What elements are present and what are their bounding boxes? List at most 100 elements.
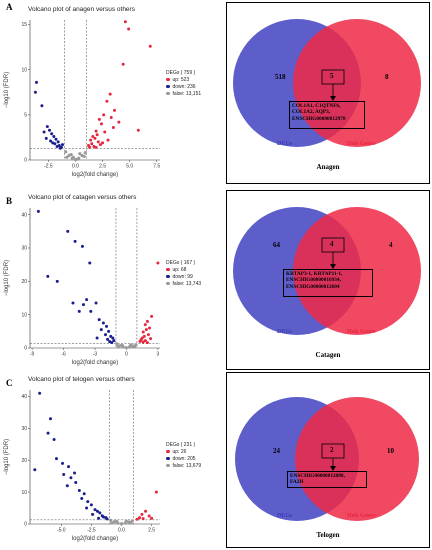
point-down — [35, 80, 38, 84]
point-down — [109, 334, 113, 338]
point-false — [127, 520, 131, 524]
venn-left-label: DEGs — [277, 141, 293, 147]
point-down — [99, 328, 103, 332]
point-down — [73, 239, 77, 243]
point-up — [109, 116, 113, 120]
point-down — [91, 512, 95, 516]
x-tick-label: -2.5 — [87, 528, 96, 534]
point-down — [38, 391, 42, 395]
x-tick-label: -6 — [61, 352, 66, 358]
venn-panel-telogen: 24 2 10 ENSCHIG00000012088, FA2H DEGs Hu… — [226, 372, 430, 548]
point-up — [127, 27, 131, 31]
venn-caption: Telogen — [316, 531, 340, 539]
y-tick-label: 30 — [21, 426, 27, 432]
point-up — [143, 323, 147, 327]
point-down — [107, 329, 111, 333]
y-tick-label: 10 — [21, 490, 27, 496]
chart-title: Volcano plot of catagen versus others — [28, 194, 137, 201]
point-down — [105, 517, 109, 521]
y-tick-label: 5 — [24, 113, 27, 119]
point-down — [61, 143, 64, 147]
point-false — [112, 520, 116, 524]
point-down — [97, 516, 101, 520]
point-up — [93, 136, 97, 140]
legend-title: DEGs ( 231 ) — [166, 442, 196, 448]
volcano-svg: 0 10 20 30 40 -5.0 -2.5 0.0 2.5 log2(fold change)… — [4, 390, 160, 542]
point-up — [145, 319, 149, 323]
point-up — [142, 334, 146, 338]
venn-overlap-count: 5 — [330, 72, 334, 80]
point-down — [106, 337, 110, 341]
point-up — [111, 125, 115, 129]
x-tick-label: 0.0 — [118, 528, 125, 534]
point-down — [101, 515, 105, 519]
x-tick-label: -3 — [93, 352, 98, 358]
point-up — [138, 339, 142, 343]
point-down — [48, 417, 52, 421]
point-down — [33, 468, 37, 472]
legend-false: false: 13,679 — [166, 463, 201, 470]
point-up — [91, 135, 95, 139]
point-up — [94, 129, 98, 133]
point-false — [64, 150, 68, 154]
venn-left-count: 24 — [273, 447, 280, 455]
point-false — [71, 155, 75, 159]
point-down — [89, 309, 93, 313]
point-down — [97, 318, 101, 322]
point-down — [103, 333, 107, 337]
point-down — [101, 321, 105, 325]
legend-down: down: 205 — [166, 456, 201, 463]
point-down — [46, 431, 50, 435]
point-down — [67, 465, 71, 469]
point-down — [46, 274, 50, 278]
point-false — [115, 342, 119, 346]
legend-up: up: 68 — [166, 267, 201, 274]
volcano-plot-telogen: Volcano plot of telogen versus others 0 1… — [0, 372, 220, 550]
point-down — [55, 144, 59, 148]
point-false — [69, 152, 73, 157]
chart-title: Volcano plot of telogen versus others — [28, 376, 135, 383]
gene-list-box: COL1A1, C1QTNF6, COL1A2, AQP3, ENSCHIG00… — [289, 101, 365, 129]
point-down — [95, 509, 99, 513]
point-false — [65, 155, 69, 159]
point-down — [71, 301, 75, 305]
y-tick-label: 20 — [21, 279, 27, 285]
venn-panel-catagen: 64 4 4 KRTAP3-1, KRTAP11-1, ENSCHIG00000… — [226, 190, 430, 370]
legend-title: DEGs ( 167 ) — [166, 260, 196, 266]
volcano-plot-catagen: Volcano plot of catagen versus others 0 1… — [0, 190, 220, 374]
x-axis-title: log2(fold change) — [72, 172, 118, 178]
point-down — [40, 104, 44, 108]
venn-overlap-count: 4 — [330, 240, 334, 248]
point-up — [87, 144, 90, 148]
legend: DEGs ( 167 ) up: 68 down: 99 false: 13,7… — [166, 260, 201, 288]
point-down — [45, 125, 49, 129]
point-up — [102, 113, 106, 117]
y-tick-label: 0 — [24, 158, 27, 164]
point-up — [146, 333, 150, 337]
point-up — [141, 517, 145, 521]
arrow-head — [330, 264, 336, 269]
y-tick-label: 30 — [21, 246, 27, 252]
point-down — [54, 457, 58, 461]
point-false — [109, 518, 113, 522]
point-down — [54, 137, 58, 141]
y-tick-label: 0 — [24, 346, 27, 352]
venn-left-count: 518 — [275, 73, 286, 81]
point-down — [95, 336, 99, 340]
point-up — [150, 516, 154, 520]
point-up — [90, 142, 94, 146]
y-tick-label: 20 — [21, 458, 27, 464]
point-down — [62, 473, 66, 477]
gene-line: ENSCHIG00000012604 — [286, 283, 340, 290]
point-down — [44, 136, 48, 140]
point-down — [86, 500, 90, 504]
y-tick-label: 10 — [21, 312, 27, 318]
point-down — [93, 508, 97, 512]
point-down — [85, 506, 89, 510]
point-up — [105, 99, 109, 103]
point-false — [119, 522, 124, 526]
point-down — [66, 229, 70, 233]
point-down — [98, 511, 102, 515]
point-down — [82, 492, 86, 496]
point-down — [50, 132, 54, 136]
